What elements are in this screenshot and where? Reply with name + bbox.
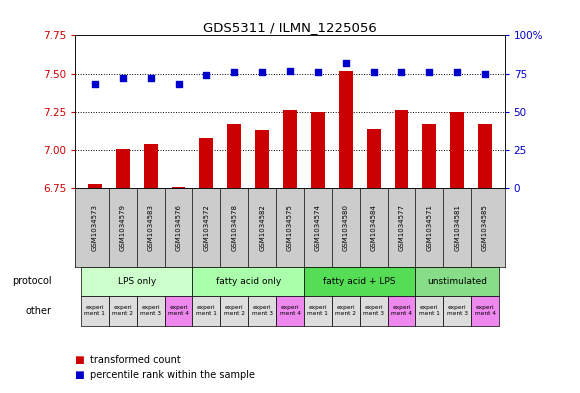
Bar bbox=[88, 184, 102, 188]
Bar bbox=[332, 296, 360, 326]
Text: ■: ■ bbox=[75, 354, 88, 365]
Text: experi
ment 1: experi ment 1 bbox=[419, 305, 440, 316]
Bar bbox=[193, 296, 220, 326]
Point bbox=[285, 68, 295, 74]
Text: GSM1034577: GSM1034577 bbox=[398, 204, 404, 251]
Bar bbox=[360, 296, 387, 326]
Text: experi
ment 4: experi ment 4 bbox=[168, 305, 189, 316]
Text: fatty acid only: fatty acid only bbox=[216, 277, 281, 286]
Point bbox=[258, 69, 267, 75]
Text: percentile rank within the sample: percentile rank within the sample bbox=[90, 370, 255, 380]
Bar bbox=[394, 110, 408, 188]
Bar bbox=[200, 138, 213, 188]
Text: GSM1034583: GSM1034583 bbox=[148, 204, 154, 251]
Bar bbox=[172, 187, 186, 188]
Bar bbox=[116, 149, 130, 188]
Text: GSM1034575: GSM1034575 bbox=[287, 204, 293, 251]
Bar bbox=[165, 296, 193, 326]
Bar bbox=[471, 296, 499, 326]
Text: experi
ment 2: experi ment 2 bbox=[335, 305, 356, 316]
Point bbox=[118, 75, 128, 81]
Bar bbox=[415, 296, 443, 326]
Text: GSM1034584: GSM1034584 bbox=[371, 204, 376, 251]
Point bbox=[174, 81, 183, 88]
Text: GSM1034573: GSM1034573 bbox=[92, 204, 98, 251]
Text: experi
ment 3: experi ment 3 bbox=[447, 305, 467, 316]
Text: protocol: protocol bbox=[12, 276, 52, 286]
Bar bbox=[144, 144, 158, 188]
Text: GSM1034576: GSM1034576 bbox=[176, 204, 182, 251]
Text: experi
ment 3: experi ment 3 bbox=[252, 305, 273, 316]
Text: GSM1034580: GSM1034580 bbox=[343, 204, 349, 251]
Text: ■: ■ bbox=[75, 370, 88, 380]
Point bbox=[341, 60, 350, 66]
Point bbox=[480, 70, 490, 77]
Text: experi
ment 1: experi ment 1 bbox=[85, 305, 106, 316]
Text: experi
ment 4: experi ment 4 bbox=[474, 305, 495, 316]
Point bbox=[313, 69, 322, 75]
Title: GDS5311 / ILMN_1225056: GDS5311 / ILMN_1225056 bbox=[203, 21, 377, 34]
Bar bbox=[478, 124, 492, 188]
Text: other: other bbox=[26, 306, 52, 316]
Point bbox=[202, 72, 211, 78]
Text: transformed count: transformed count bbox=[90, 354, 180, 365]
Text: experi
ment 4: experi ment 4 bbox=[280, 305, 300, 316]
Point bbox=[230, 69, 239, 75]
Bar bbox=[422, 124, 436, 188]
Text: experi
ment 1: experi ment 1 bbox=[307, 305, 328, 316]
Point bbox=[452, 69, 462, 75]
Text: experi
ment 1: experi ment 1 bbox=[196, 305, 217, 316]
Bar bbox=[193, 267, 304, 296]
Text: experi
ment 2: experi ment 2 bbox=[224, 305, 245, 316]
Bar bbox=[443, 296, 471, 326]
Text: GSM1034582: GSM1034582 bbox=[259, 204, 265, 251]
Point bbox=[369, 69, 378, 75]
Text: GSM1034579: GSM1034579 bbox=[120, 204, 126, 251]
Bar bbox=[248, 296, 276, 326]
Text: GSM1034581: GSM1034581 bbox=[454, 204, 460, 251]
Text: GSM1034572: GSM1034572 bbox=[204, 204, 209, 251]
Bar bbox=[415, 267, 499, 296]
Bar bbox=[255, 130, 269, 188]
Text: unstimulated: unstimulated bbox=[427, 277, 487, 286]
Bar bbox=[304, 267, 415, 296]
Text: experi
ment 3: experi ment 3 bbox=[140, 305, 161, 316]
Bar bbox=[387, 296, 415, 326]
Bar bbox=[304, 296, 332, 326]
Bar bbox=[450, 112, 464, 188]
Point bbox=[146, 75, 155, 81]
Point bbox=[90, 81, 100, 88]
Point bbox=[397, 69, 406, 75]
Text: GSM1034585: GSM1034585 bbox=[482, 204, 488, 251]
Bar bbox=[81, 296, 109, 326]
Bar bbox=[137, 296, 165, 326]
Bar bbox=[311, 112, 325, 188]
Text: fatty acid + LPS: fatty acid + LPS bbox=[324, 277, 396, 286]
Text: LPS only: LPS only bbox=[118, 277, 156, 286]
Text: experi
ment 4: experi ment 4 bbox=[391, 305, 412, 316]
Bar bbox=[109, 296, 137, 326]
Text: GSM1034571: GSM1034571 bbox=[426, 204, 432, 251]
Bar bbox=[227, 124, 241, 188]
Text: GSM1034574: GSM1034574 bbox=[315, 204, 321, 251]
Text: GSM1034578: GSM1034578 bbox=[231, 204, 237, 251]
Bar bbox=[367, 129, 380, 188]
Bar bbox=[339, 71, 353, 188]
Bar bbox=[283, 110, 297, 188]
Bar bbox=[220, 296, 248, 326]
Bar bbox=[81, 267, 193, 296]
Text: experi
ment 2: experi ment 2 bbox=[113, 305, 133, 316]
Point bbox=[425, 69, 434, 75]
Bar bbox=[276, 296, 304, 326]
Text: experi
ment 3: experi ment 3 bbox=[363, 305, 384, 316]
